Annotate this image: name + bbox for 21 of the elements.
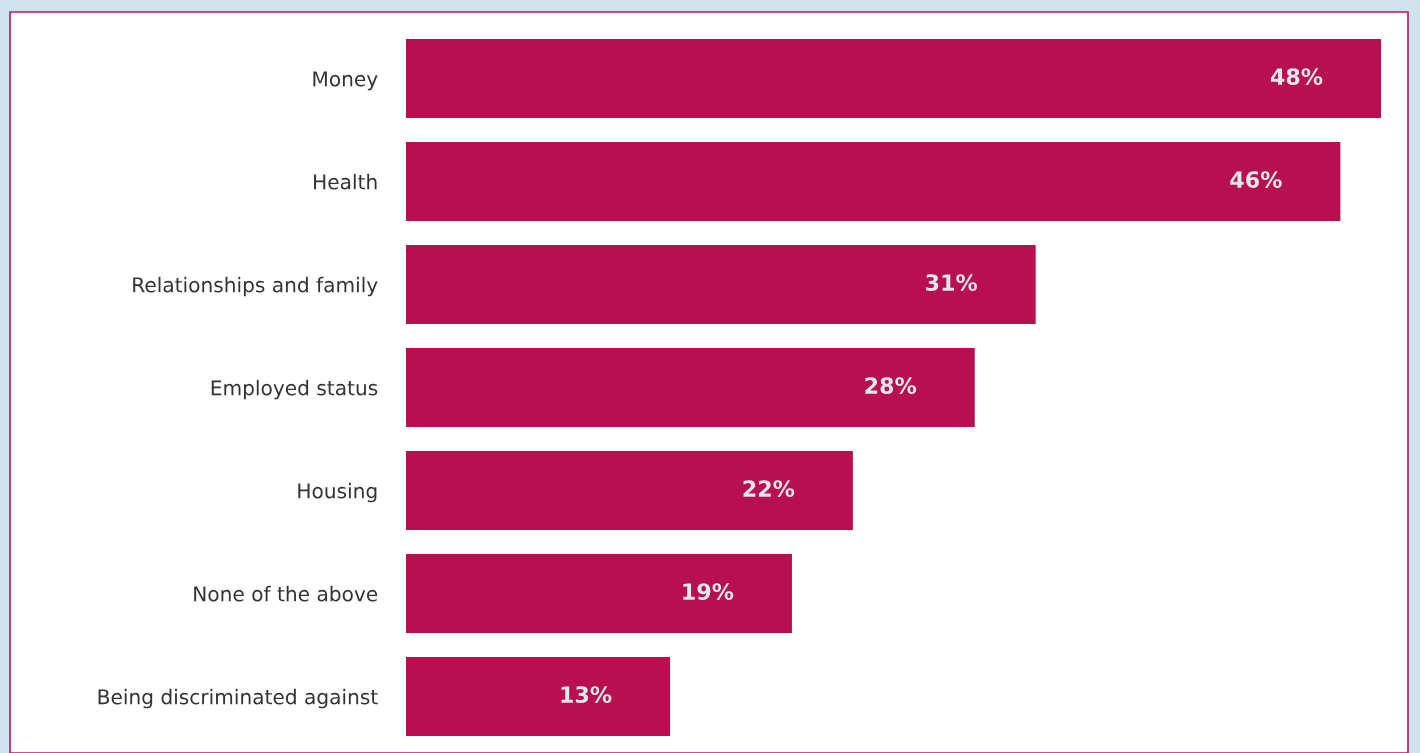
data-label: 28% [865,377,917,394]
data-label: 46% [1230,171,1282,188]
bar [406,348,975,427]
bar [406,554,792,633]
y-tick-label: Housing [298,482,377,503]
y-tick-label: Employed status [211,379,378,400]
y-tick-label: Health [314,173,377,190]
y-tick-label: Money [313,71,378,91]
data-label: 13% [561,686,612,703]
y-tick-label: None of the above [194,585,378,602]
y-tick-label: Being discriminated against [98,688,378,709]
bar [406,39,1381,118]
data-label: 48% [1270,68,1323,85]
data-label: 31% [926,274,978,291]
y-tick-label: Relationships and family [133,276,378,297]
bar [406,657,671,736]
data-label: 19% [683,583,734,600]
bar [406,142,1341,221]
data-label: 22% [743,480,795,497]
bar [406,245,1036,324]
bar [406,451,853,530]
